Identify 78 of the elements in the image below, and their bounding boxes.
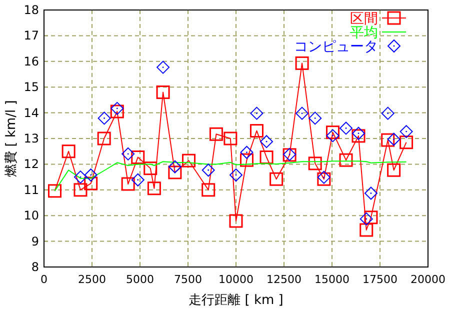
point bbox=[339, 153, 353, 167]
x-tick-label: 5000 bbox=[126, 273, 154, 286]
x-tick-label: 7500 bbox=[174, 273, 202, 286]
point bbox=[74, 170, 87, 184]
y-tick-label: 9 bbox=[31, 234, 39, 248]
point bbox=[229, 214, 243, 228]
y-tick-label: 11 bbox=[24, 182, 39, 197]
point bbox=[326, 129, 340, 142]
point bbox=[387, 163, 401, 177]
point bbox=[122, 147, 135, 160]
y-tick-label: 18 bbox=[24, 3, 39, 17]
legend-label: コンピュータ bbox=[294, 39, 378, 55]
x-tick-label: 17500 bbox=[362, 273, 398, 286]
point bbox=[121, 177, 135, 191]
legend-label: 区間 bbox=[350, 11, 378, 27]
x-tick-label: 2500 bbox=[78, 273, 106, 286]
point bbox=[364, 186, 378, 200]
point bbox=[400, 136, 414, 150]
x-tick-label: 10000 bbox=[218, 273, 254, 286]
x-tick-label: 0 bbox=[40, 273, 48, 286]
point bbox=[326, 126, 340, 140]
point bbox=[74, 183, 88, 197]
point bbox=[387, 132, 400, 146]
point bbox=[168, 166, 182, 180]
point bbox=[352, 126, 365, 140]
point bbox=[224, 132, 238, 146]
point bbox=[308, 112, 322, 125]
point bbox=[182, 154, 196, 168]
point bbox=[400, 125, 413, 138]
point bbox=[240, 146, 254, 159]
point bbox=[156, 60, 170, 74]
x-axis-title: 走行距離 [ km ] bbox=[188, 293, 284, 308]
point bbox=[260, 150, 274, 164]
y-tick-label: 12 bbox=[24, 157, 39, 172]
y-tick-label: 17 bbox=[24, 28, 39, 43]
point bbox=[381, 106, 394, 120]
y-axis-title: 燃費 [ km/l ] bbox=[4, 100, 19, 177]
point bbox=[381, 133, 395, 147]
y-tick-label: 15 bbox=[24, 80, 39, 94]
point bbox=[156, 85, 170, 99]
y-tick-label: 14 bbox=[24, 106, 39, 120]
y-tick-label: 8 bbox=[31, 260, 39, 274]
point bbox=[260, 135, 274, 148]
point bbox=[110, 104, 124, 118]
point bbox=[364, 210, 378, 224]
point bbox=[84, 176, 98, 190]
point bbox=[250, 106, 264, 120]
point bbox=[98, 112, 111, 125]
point bbox=[144, 162, 158, 176]
point bbox=[209, 127, 223, 141]
point bbox=[250, 124, 264, 138]
x-tick-label: 12500 bbox=[266, 273, 302, 286]
point bbox=[147, 182, 161, 196]
point bbox=[168, 160, 182, 174]
point bbox=[295, 56, 309, 70]
point bbox=[84, 168, 98, 182]
y-tick-label: 13 bbox=[24, 132, 39, 146]
point bbox=[131, 150, 145, 164]
point bbox=[97, 132, 111, 146]
x-tick-label: 20000 bbox=[410, 273, 446, 286]
point bbox=[131, 173, 144, 186]
point bbox=[360, 212, 373, 226]
point bbox=[308, 156, 322, 170]
point bbox=[270, 172, 284, 186]
point bbox=[340, 122, 353, 135]
point bbox=[352, 129, 366, 143]
point bbox=[202, 183, 216, 197]
point bbox=[240, 153, 254, 167]
point bbox=[110, 102, 124, 115]
point bbox=[230, 168, 242, 182]
y-tick-label: 10 bbox=[24, 208, 39, 223]
y-tick-label: 16 bbox=[24, 54, 39, 68]
x-tick-label: 15000 bbox=[314, 273, 350, 286]
point bbox=[62, 144, 76, 158]
point bbox=[202, 164, 215, 177]
point bbox=[296, 106, 309, 120]
point bbox=[48, 184, 62, 198]
point bbox=[360, 223, 374, 237]
